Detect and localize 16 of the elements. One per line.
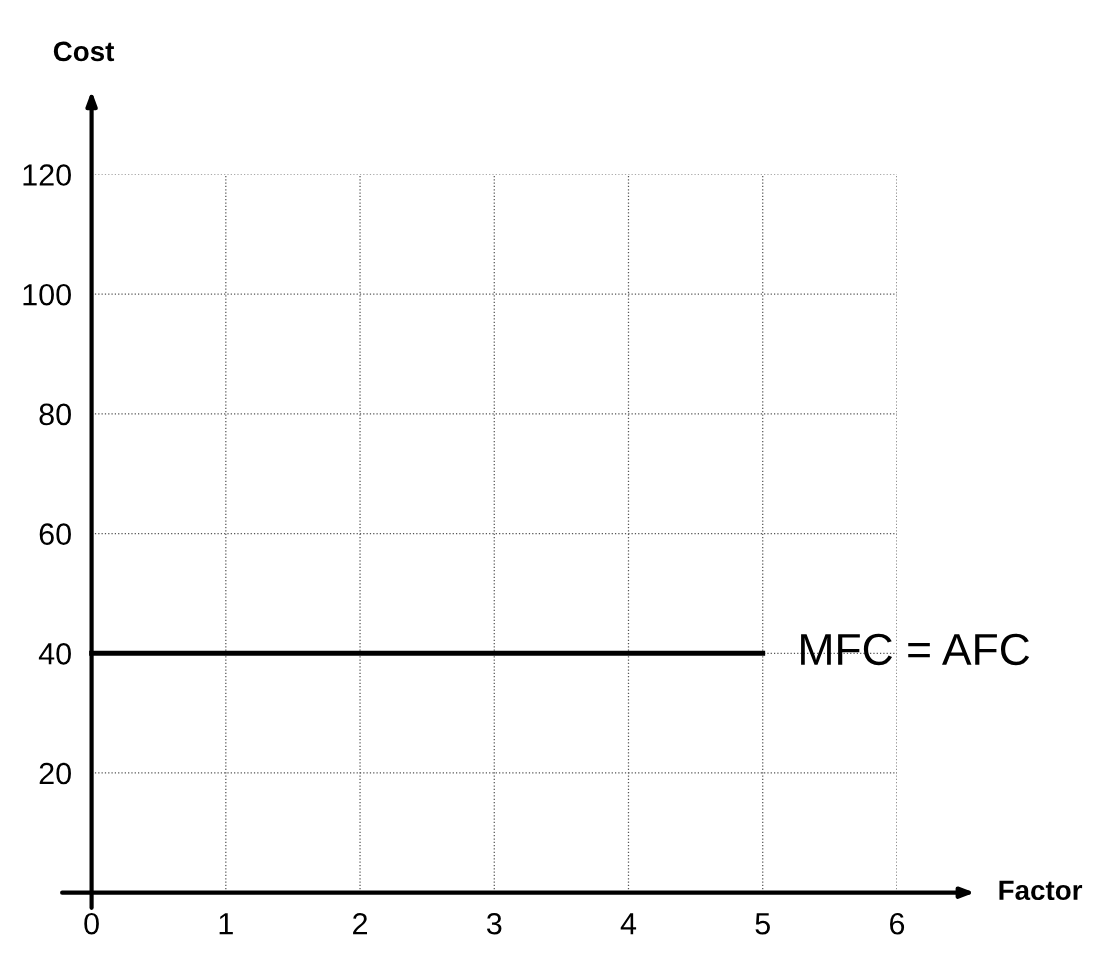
x-axis-title: Factor [999,880,1083,901]
y-tick-label: 60 [39,523,71,545]
x-tick-label: 0 [84,912,99,935]
y-tick-label: 20 [39,762,71,785]
x-tick-label: 4 [620,913,637,935]
annotation: MFC = AFC [801,633,1030,666]
x-tick-label: 2 [353,912,368,935]
y-tick-label: 100 [23,283,71,306]
y-tick-label: 120 [23,164,71,186]
y-tick-label: 40 [38,643,71,665]
x-tick-label: 1 [219,913,233,935]
y-tick-label: 80 [39,403,71,426]
y-axis-title: Cost [53,41,115,62]
x-tick-label: 6 [890,912,905,935]
x-tick-label: 3 [486,912,502,935]
x-tick-label: 5 [755,913,770,935]
